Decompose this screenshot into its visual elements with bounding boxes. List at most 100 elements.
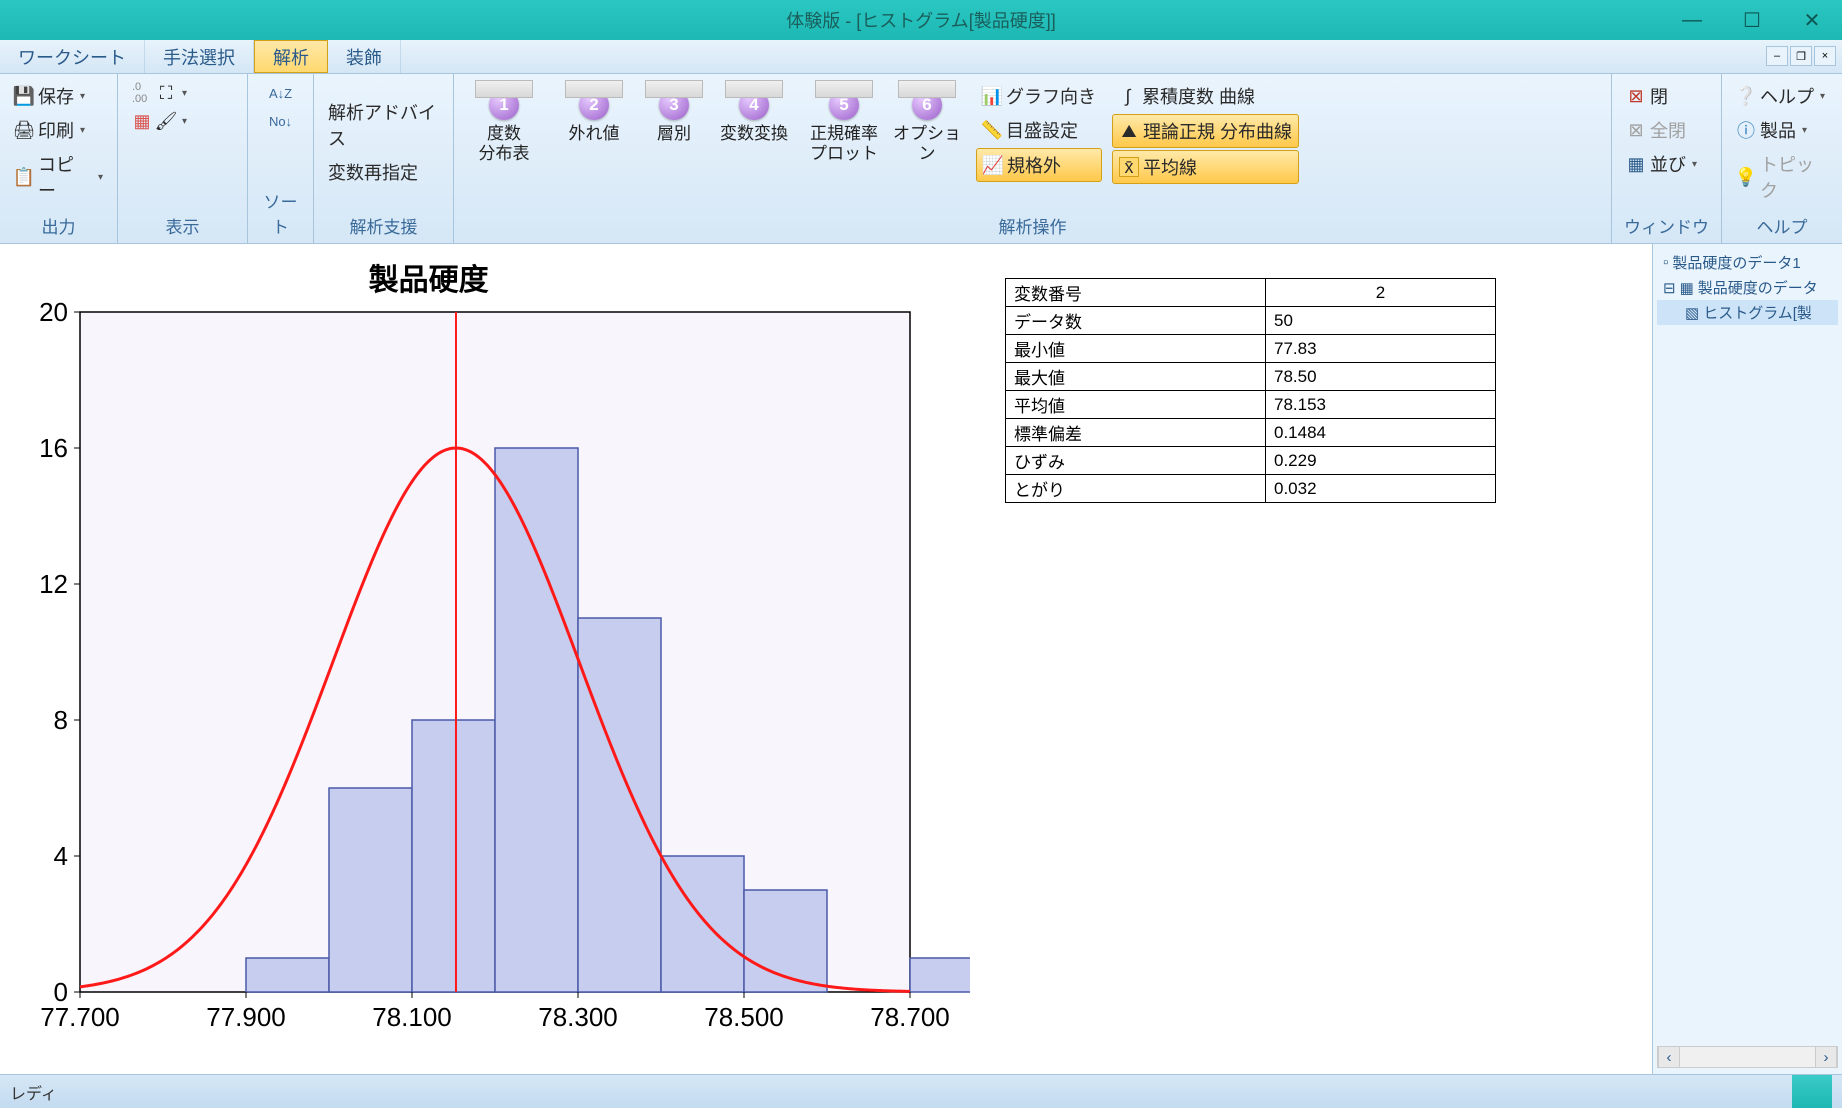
cumulative-curve-button[interactable]: ∫累積度数 曲線 <box>1112 80 1299 112</box>
resize-grip[interactable] <box>1792 1075 1832 1108</box>
ribbon-group-support: 解析アドバイス 変数再指定 解析支援 <box>314 74 454 243</box>
ribbon-group-sort: A↓Z No↓ ソート <box>248 74 314 243</box>
maximize-button[interactable]: ☐ <box>1722 0 1782 40</box>
chart-icon: ▧ <box>1685 304 1699 322</box>
spec-limit-button[interactable]: 📈規格外 <box>976 148 1102 182</box>
ribbon-label-support: 解析支援 <box>322 210 445 241</box>
normal-prob-button[interactable]: 5正規確率 プロット <box>802 80 886 165</box>
help-button[interactable]: ❔ヘルプ▾ <box>1730 80 1834 112</box>
win-arrange-button[interactable]: ▦並び▾ <box>1620 148 1703 180</box>
svg-text:78.700: 78.700 <box>870 1002 950 1032</box>
graph-dir-label: グラフ向き <box>1006 83 1096 109</box>
b3-label: 層別 <box>657 124 691 144</box>
table-icon: ▦ <box>1680 279 1694 297</box>
svg-text:16: 16 <box>39 433 68 463</box>
normal-curve-button[interactable]: ⛰理論正規 分布曲線 <box>1112 114 1299 148</box>
sort-num-icon: No↓ <box>271 111 291 131</box>
save-label: 保存 <box>38 83 74 109</box>
menu-analysis[interactable]: 解析 <box>254 40 328 73</box>
mdi-close-button[interactable]: × <box>1814 46 1836 66</box>
titlebar: 体験版 - [ヒストグラム[製品硬度]] — ☐ ✕ <box>0 0 1842 40</box>
format-button[interactable]: ▦🖌▾ <box>126 108 193 134</box>
ribbon-label-window: ウィンドウ <box>1620 210 1713 241</box>
ribbon-label-ops: 解析操作 <box>462 210 1603 241</box>
print-button[interactable]: 🖨印刷▾ <box>8 114 109 146</box>
mean-line-button[interactable]: x̄平均線 <box>1112 150 1299 184</box>
scale-icon: 📏 <box>982 120 1002 140</box>
expand-icon: ⛶ <box>156 83 176 103</box>
save-button[interactable]: 💾保存▾ <box>8 80 109 112</box>
menu-worksheet[interactable]: ワークシート <box>0 40 145 73</box>
scroll-right-button[interactable]: › <box>1815 1047 1837 1067</box>
close-all-icon: ⊠ <box>1626 120 1646 140</box>
style-icon: 🖌 <box>156 111 176 131</box>
help-label: ヘルプ <box>1760 83 1814 109</box>
tree-item[interactable]: ▧ヒストグラム[製 <box>1657 300 1838 325</box>
respec-button[interactable]: 変数再指定 <box>322 156 445 188</box>
ribbon-group-ops: 1度数 分布表 2外れ値 3層別 4変数変換 5正規確率 プロット 6オプション… <box>454 74 1612 243</box>
mdi-minimize-button[interactable]: – <box>1766 46 1788 66</box>
minimize-button[interactable]: — <box>1662 0 1722 40</box>
sort-num-button[interactable]: No↓ <box>265 108 297 134</box>
b5-label: 正規確率 プロット <box>810 124 878 165</box>
ribbon-group-display: .0 .00⛶▾ ▦🖌▾ 表示 <box>118 74 248 243</box>
stats-table: 変数番号2データ数50最小値77.83最大値78.50平均値78.153標準偏差… <box>1005 278 1496 503</box>
ribbon-label-sort: ソート <box>256 185 305 241</box>
workspace: 04812162077.70077.90078.10078.30078.5007… <box>0 244 1842 1074</box>
product-button[interactable]: ⓘ製品▾ <box>1730 114 1834 146</box>
print-label: 印刷 <box>38 117 74 143</box>
respec-label: 変数再指定 <box>328 159 418 185</box>
product-label: 製品 <box>1760 117 1796 143</box>
tree-item[interactable]: ⊟▦製品硬度のデータ <box>1657 275 1838 300</box>
mdi-controls: – ❐ × <box>1766 46 1836 66</box>
options-button[interactable]: 6オプション <box>892 80 962 165</box>
mdi-restore-button[interactable]: ❐ <box>1790 46 1812 66</box>
decimals-icon: .0 .00 <box>132 83 152 103</box>
norm-label: 理論正規 分布曲線 <box>1143 118 1292 144</box>
window-title: 体験版 - [ヒストグラム[製品硬度]] <box>786 7 1055 33</box>
transform-button[interactable]: 4変数変換 <box>712 80 796 144</box>
scale-settings-button[interactable]: 📏目盛設定 <box>976 114 1102 146</box>
b6-label: オプション <box>892 124 962 165</box>
svg-text:78.500: 78.500 <box>704 1002 784 1032</box>
info-icon: ⓘ <box>1736 120 1756 140</box>
sort-asc-icon: A↓Z <box>271 83 291 103</box>
copy-icon: 📋 <box>14 167 34 187</box>
advice-button[interactable]: 解析アドバイス <box>322 96 445 154</box>
outlier-button[interactable]: 2外れ値 <box>552 80 636 144</box>
svg-text:78.100: 78.100 <box>372 1002 452 1032</box>
stratify-button[interactable]: 3層別 <box>642 80 706 144</box>
tree-scrollbar[interactable]: ‹ › <box>1657 1046 1838 1068</box>
svg-text:77.900: 77.900 <box>206 1002 286 1032</box>
decimals-button[interactable]: .0 .00⛶▾ <box>126 80 193 106</box>
tree-label: 製品硬度のデータ <box>1698 277 1818 298</box>
win-close-button[interactable]: ⊠閉 <box>1620 80 1703 112</box>
chart-svg: 04812162077.70077.90078.10078.30078.5007… <box>10 252 970 1042</box>
mean-label: 平均線 <box>1143 154 1197 180</box>
svg-text:77.700: 77.700 <box>40 1002 120 1032</box>
menu-decoration[interactable]: 装飾 <box>328 40 401 73</box>
freq-table-button[interactable]: 1度数 分布表 <box>462 80 546 165</box>
graph-direction-button[interactable]: 📊グラフ向き <box>976 80 1102 112</box>
scroll-left-button[interactable]: ‹ <box>1658 1047 1680 1067</box>
close-button[interactable]: ✕ <box>1782 0 1842 40</box>
sort-asc-button[interactable]: A↓Z <box>265 80 297 106</box>
menubar: ワークシート 手法選択 解析 装飾 – ❐ × <box>0 40 1842 74</box>
copy-button[interactable]: 📋コピー▾ <box>8 148 109 206</box>
svg-text:20: 20 <box>39 297 68 327</box>
graph-direction-icon: 📊 <box>982 86 1002 106</box>
topic-label: トピック <box>1760 151 1828 203</box>
cumulative-icon: ∫ <box>1118 86 1138 106</box>
tree-item[interactable]: ▫製品硬度のデータ1 <box>1657 250 1838 275</box>
win-close-all-button[interactable]: ⊠全閉 <box>1620 114 1703 146</box>
topic-button[interactable]: 💡トピック <box>1730 148 1834 206</box>
tree-label: ヒストグラム[製 <box>1703 302 1812 323</box>
status-text: レディ <box>10 1080 57 1104</box>
project-tree-panel: ▫製品硬度のデータ1 ⊟▦製品硬度のデータ ▧ヒストグラム[製 ‹ › <box>1652 244 1842 1074</box>
statusbar: レディ <box>0 1074 1842 1108</box>
save-icon: 💾 <box>14 86 34 106</box>
b4-label: 変数変換 <box>720 124 788 144</box>
menu-method[interactable]: 手法選択 <box>145 40 254 73</box>
ribbon-label-display: 表示 <box>126 210 239 241</box>
ribbon-label-output: 出力 <box>8 210 109 241</box>
